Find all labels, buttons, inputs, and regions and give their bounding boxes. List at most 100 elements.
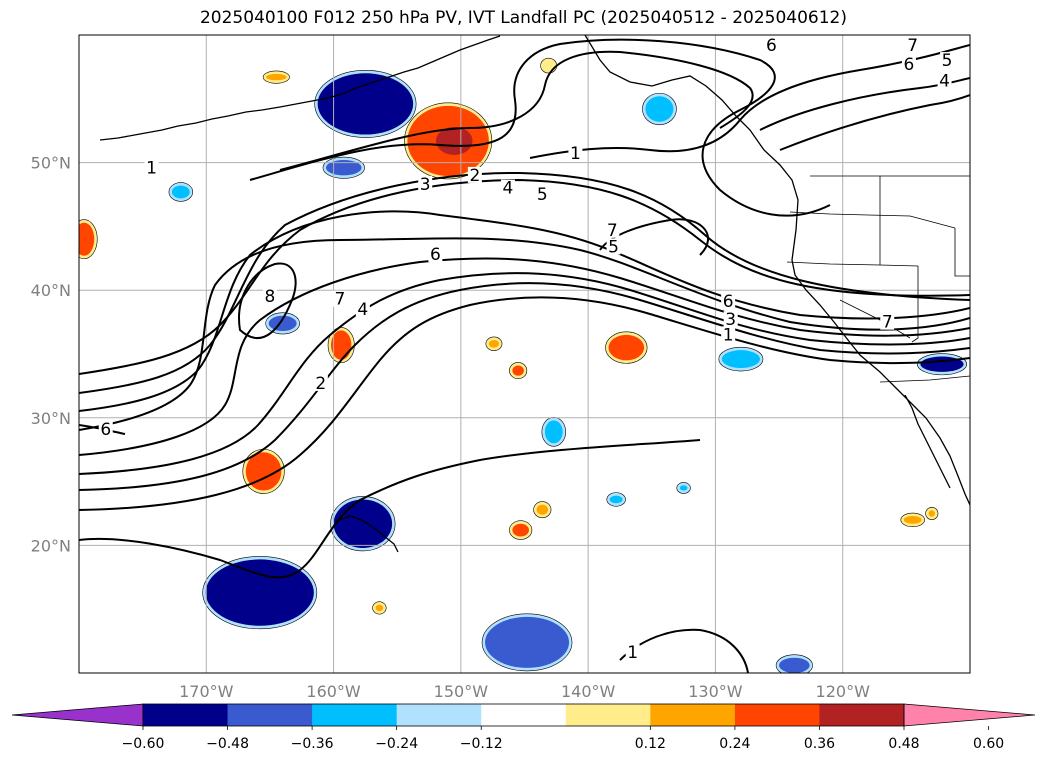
pv-contour-loop: [238, 262, 297, 340]
ivt-shade-region: [375, 604, 384, 612]
contour-label: 2: [315, 374, 326, 394]
ivt-shade-region: [721, 350, 760, 369]
pv-contour-band-4: [79, 237, 970, 431]
contour-label: 6: [766, 36, 777, 56]
contour-label-bg: [723, 311, 738, 328]
contour-label: 1: [570, 144, 581, 164]
contour-label: 6: [723, 292, 734, 312]
contour-label-bg: [500, 179, 515, 196]
ivt-shade-region: [903, 516, 922, 524]
pv-contour-north-2: [279, 50, 754, 171]
border-ut: [954, 228, 970, 277]
colorbar-under-arrow: [11, 703, 144, 727]
border-ca-diagonal: [839, 299, 911, 339]
aleutian-coastline: [99, 35, 501, 141]
ivt-shade-core: [935, 361, 955, 368]
colorbar-over-arrow: [903, 703, 1036, 727]
contour-label-bg: [144, 159, 159, 176]
lon-tick-label: 120°W: [816, 682, 871, 700]
latitude-tick-labels: 50°N 40°N 30°N 20°N: [31, 154, 71, 556]
lon-tick-label: 140°W: [561, 682, 616, 700]
contour-label: 8: [265, 287, 276, 307]
gridlines: [79, 35, 970, 673]
ivt-shade-region: [543, 61, 554, 71]
colorbar-segment: [819, 704, 905, 726]
colorbar-tick-label: 0.60: [973, 736, 1004, 752]
contour-label-bg: [98, 420, 113, 437]
colorbar-segment: [227, 704, 313, 726]
ivt-shade-region: [266, 73, 287, 81]
contour-label: 7: [335, 290, 346, 310]
ivt-shade-core: [435, 126, 473, 155]
contour-label-bg: [721, 326, 736, 343]
contour-label-bg: [605, 221, 620, 238]
colorbar-tick-label: 0.48: [888, 736, 919, 752]
lon-tick-label: 130°W: [688, 682, 743, 700]
contour-label-bg: [262, 288, 277, 305]
contour-label: 7: [907, 36, 918, 56]
ivt-shade-region: [512, 523, 529, 537]
ivt-shade-region: [609, 495, 623, 504]
contour-label-bg: [313, 374, 328, 391]
contour-label: 6: [430, 245, 441, 265]
lon-tick-label: 170°W: [179, 682, 234, 700]
ivt-shade-region: [171, 185, 190, 199]
pv-contour-band-7: [79, 282, 970, 491]
colorbar-tick-label: 0.24: [719, 736, 750, 752]
ivt-shade-core: [351, 91, 395, 117]
contour-label: 5: [608, 237, 619, 257]
contour-label-bg: [428, 246, 443, 263]
pv-contour-band-3: [79, 210, 970, 412]
contour-label-bg: [467, 166, 482, 183]
border-wa-or: [789, 211, 956, 229]
colorbar-tick-label: −0.36: [291, 736, 334, 752]
contour-label: 5: [537, 185, 548, 205]
contour-label-bg: [418, 175, 433, 192]
lon-tick-label: 150°W: [434, 682, 489, 700]
ivt-shade-core: [243, 579, 293, 606]
figure-title: 2025040100 F012 250 hPa PV, IVT Landfall…: [199, 8, 847, 28]
contour-label-bg: [764, 36, 779, 53]
contour-label: 2: [469, 166, 480, 186]
colorbar-tick-label: 0.36: [804, 736, 835, 752]
border-ca-nv: [911, 266, 919, 343]
colorbar-segment: [396, 704, 482, 726]
state-borders: [786, 175, 970, 383]
border-or-ca: [786, 261, 919, 267]
ivt-shade-region: [512, 365, 524, 376]
lon-tick-label: 160°W: [306, 682, 361, 700]
contour-label: 3: [420, 175, 431, 195]
longitude-tick-labels: 170°W 160°W 150°W 140°W 130°W 120°W: [179, 682, 870, 700]
contour-label-bg: [355, 300, 370, 317]
contour-label: 6: [100, 420, 111, 440]
alaska-coastline: [584, 35, 970, 506]
map-frame: [78, 34, 971, 674]
contour-label-bg: [937, 72, 952, 89]
contour-label-bg: [940, 52, 955, 69]
colorbar-tick-label: 0.12: [635, 736, 666, 752]
contour-label: 5: [942, 51, 953, 71]
ivt-shade-region: [488, 339, 500, 348]
pv-contour-north-1: [249, 38, 831, 217]
ivt-shade-region: [485, 616, 570, 668]
pv-contour-south: [79, 439, 701, 579]
ivt-shade-region: [679, 485, 688, 491]
contour-label-bg: [568, 145, 583, 162]
colorbar-tick-label: −0.24: [375, 736, 418, 752]
contour-label-bg: [332, 290, 347, 307]
ivt-shade-region: [608, 334, 645, 361]
contour-label-bg: [901, 55, 916, 72]
pv-contour-band-6: [79, 272, 970, 475]
pv-contour-band-8: [79, 296, 970, 511]
contour-label: 1: [723, 325, 734, 345]
ivt-shade-region: [645, 96, 674, 122]
coastlines: [99, 35, 970, 553]
lat-tick-label: 50°N: [31, 154, 71, 173]
ivt-shade-region: [544, 420, 563, 444]
contour-label-bg: [535, 186, 550, 203]
hawaii-coastline: [339, 515, 399, 553]
lat-tick-label: 30°N: [31, 409, 71, 428]
contour-label-bg: [905, 36, 920, 53]
